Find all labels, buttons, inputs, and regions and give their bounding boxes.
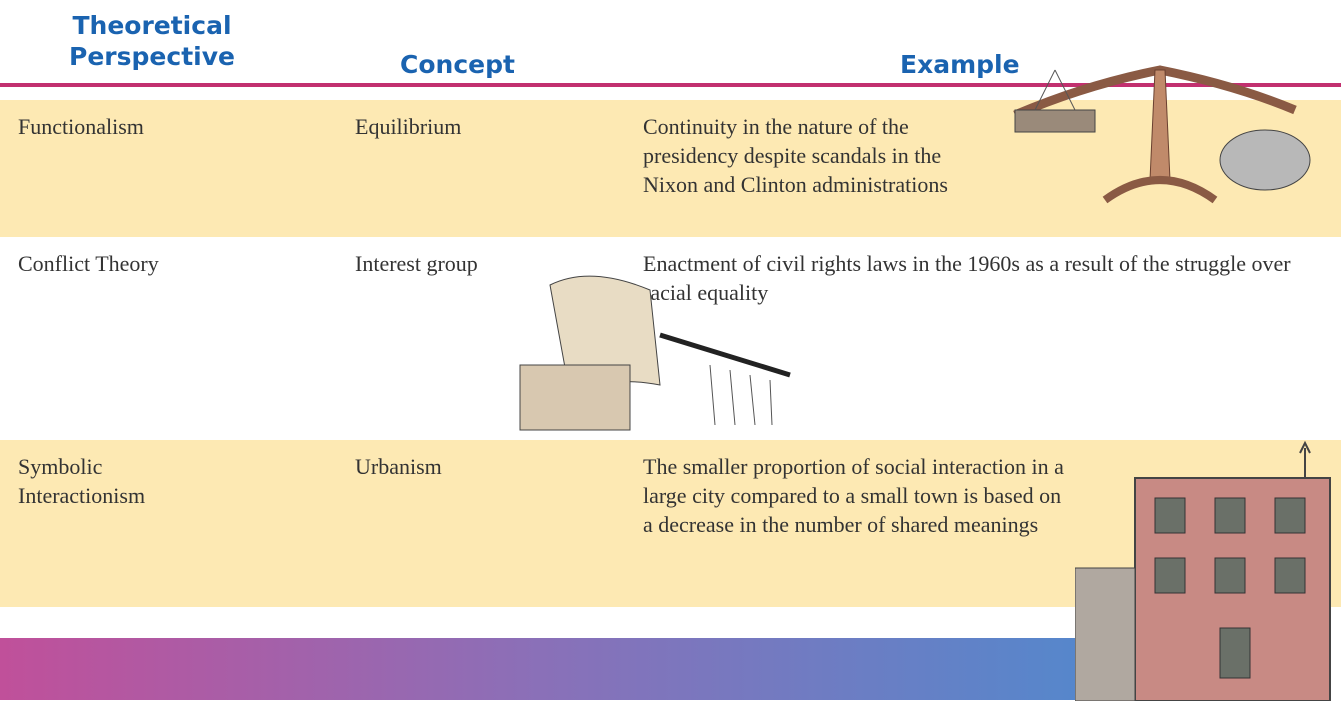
cell: Functionalism xyxy=(18,114,144,139)
cell: Symbolic Interactionism xyxy=(18,454,146,508)
cell: Continuity in the nature of the presiden… xyxy=(643,114,948,197)
cell: Interest group xyxy=(355,251,478,276)
cell: Equilibrium xyxy=(355,114,462,139)
cell: The smaller proportion of social interac… xyxy=(643,454,1064,537)
cell: Conflict Theory xyxy=(18,251,159,276)
table-row: Functionalism Equilibrium Continuity in … xyxy=(0,100,1341,237)
scroll-illustration xyxy=(519,275,791,431)
cell: Enactment of civil rights laws in the 19… xyxy=(643,251,1291,305)
gradient-bar xyxy=(0,638,1200,700)
header-perspective: Theoretical Perspective xyxy=(69,11,235,71)
building-illustration xyxy=(1075,440,1331,701)
table-row: Conflict Theory Interest group Enactment… xyxy=(0,237,1341,437)
header-example: Example xyxy=(900,50,1020,79)
header-concept: Concept xyxy=(400,50,515,79)
header-rule xyxy=(0,83,1341,87)
scales-illustration xyxy=(1013,65,1311,204)
cell: Urbanism xyxy=(355,454,442,479)
